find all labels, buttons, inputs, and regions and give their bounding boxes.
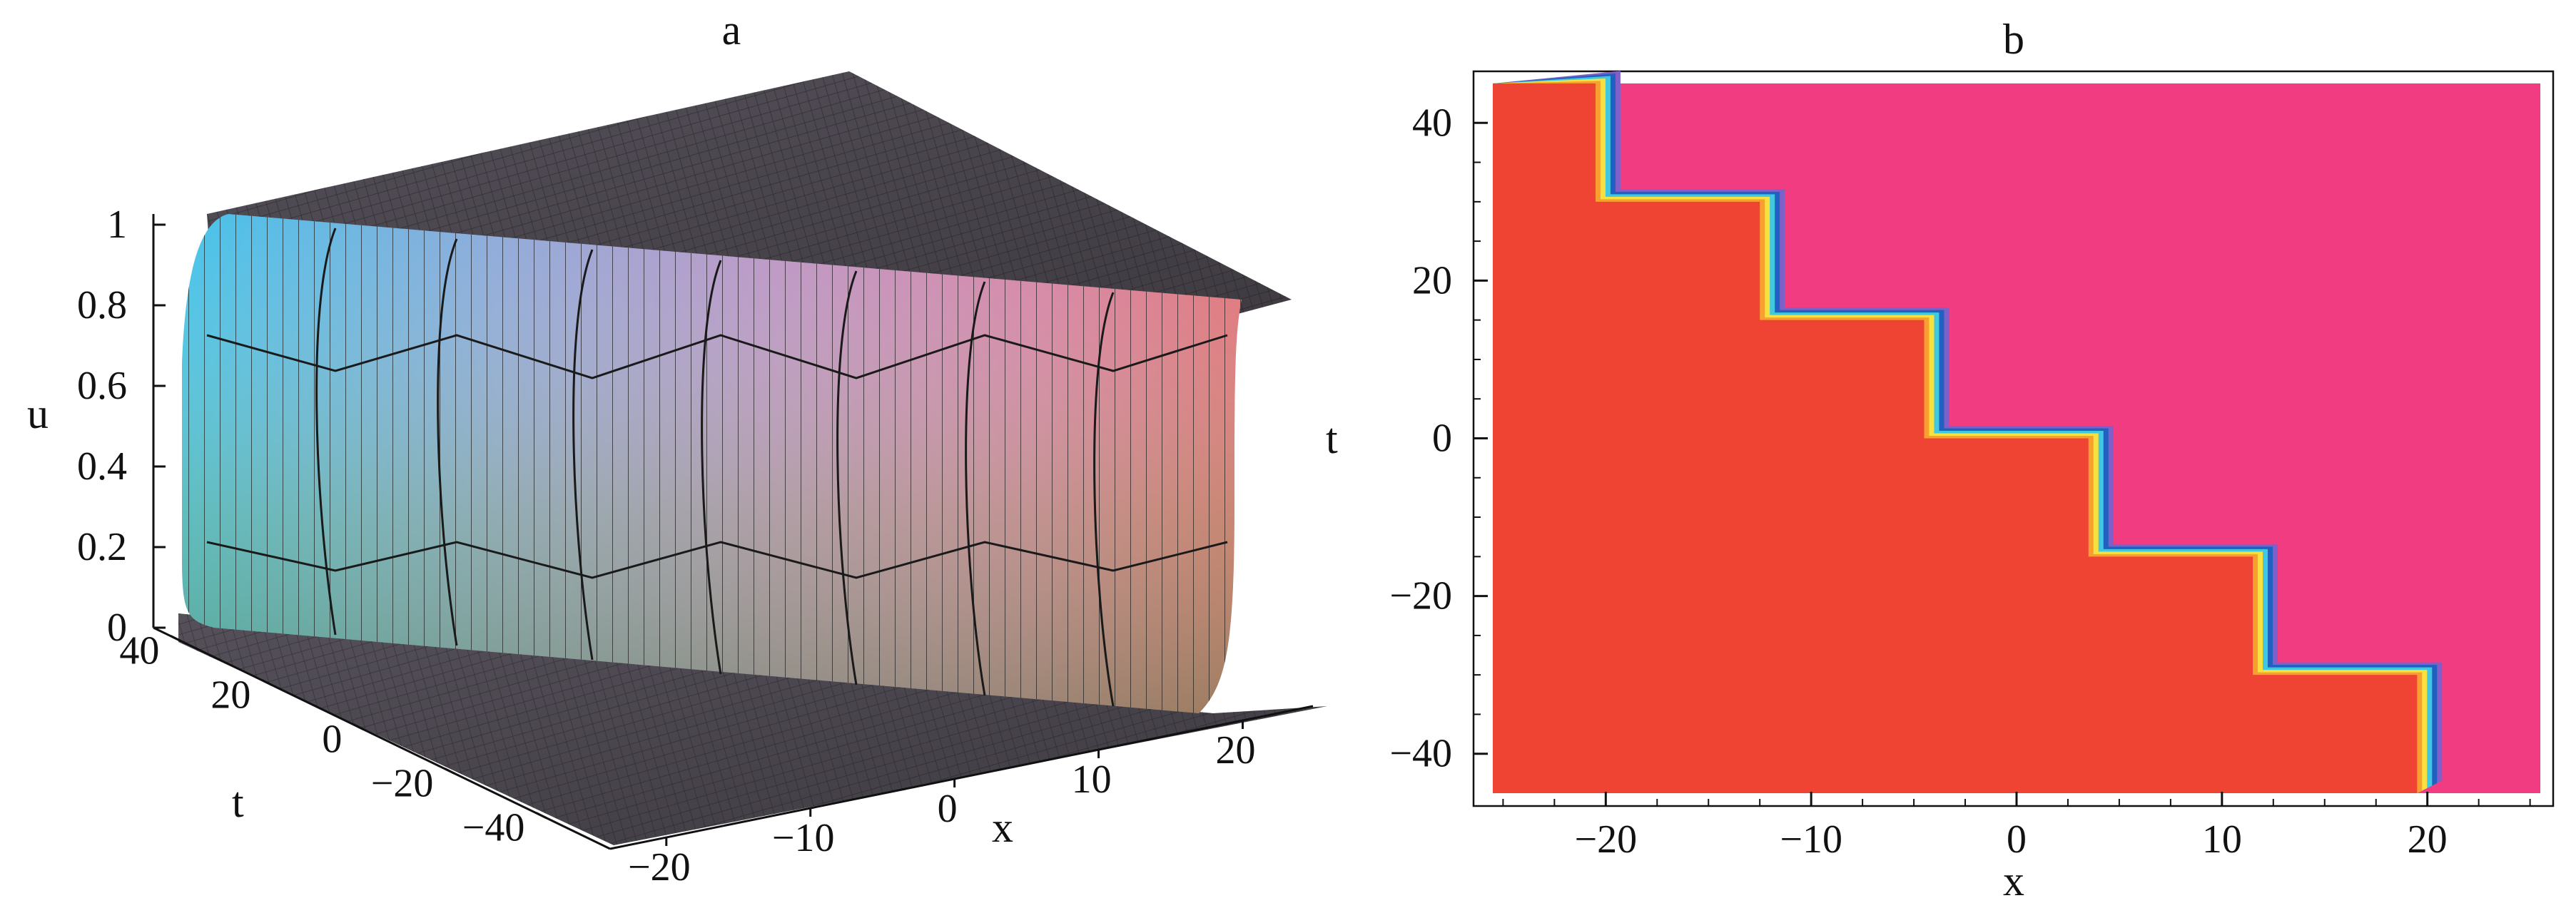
x-tick-label: −20 — [628, 845, 691, 889]
t-tick-label: 40 — [119, 629, 159, 673]
heatmap-plot-b: b 40 20 0 −20 −40 −20 −10 0 10 20 t x — [1326, 16, 2555, 904]
y-tick-label: −40 — [1389, 732, 1452, 776]
t-axis: 40 20 0 −20 −40 — [119, 629, 547, 850]
x-axis-label-b: x — [2003, 857, 2024, 904]
t-tick-label: −20 — [371, 762, 434, 806]
y-tick-label: −20 — [1389, 574, 1452, 618]
t-tick-label: 0 — [322, 718, 342, 762]
x-axis-line — [609, 705, 1314, 850]
x-axis-label-a: x — [992, 804, 1013, 851]
t-tick-mark — [353, 723, 365, 730]
region-low — [1493, 83, 2418, 793]
t-tick-mark — [170, 635, 182, 642]
u-tick-label: 0.2 — [77, 525, 127, 569]
t-tick-label: −40 — [462, 806, 525, 850]
y-tick-label: 0 — [1432, 417, 1452, 461]
x-tick-label-b: 10 — [2202, 817, 2242, 862]
y-axis-label-b: t — [1326, 415, 1338, 462]
u-tick-label: 0.4 — [77, 444, 127, 489]
x-tick-label-b: 20 — [2408, 817, 2448, 862]
heatmap-regions — [1493, 71, 2540, 793]
chart-title-b: b — [2003, 16, 2024, 63]
x-tick-label: 10 — [1072, 758, 1112, 802]
x-tick-label: −10 — [772, 816, 835, 860]
y-axis-b: 40 20 0 −20 −40 — [1389, 101, 1488, 776]
t-tick-mark — [444, 767, 456, 775]
x-tick-label: 0 — [938, 787, 958, 831]
u-tick-label: 1 — [107, 203, 127, 247]
u-tick-label: 0.6 — [77, 364, 127, 408]
x-tick-label-b: −10 — [1780, 817, 1842, 862]
y-tick-label: 40 — [1412, 101, 1452, 145]
u-tick-label: 0.8 — [77, 283, 127, 327]
x-tick-label-b: −20 — [1575, 817, 1638, 862]
y-tick-label: 20 — [1412, 258, 1452, 302]
u-tick-label: 0 — [107, 606, 127, 650]
t-tick-label: 20 — [211, 673, 250, 718]
surface-floor-grid — [178, 613, 1327, 845]
x-tick-label-b: 0 — [2007, 817, 2027, 862]
t-tick-mark — [535, 812, 547, 819]
t-axis-label: t — [232, 779, 244, 826]
x-axis-a: −20 −10 0 10 20 — [628, 720, 1256, 889]
surface-step-creases — [206, 228, 1228, 707]
u-axis-label: u — [27, 390, 49, 437]
x-tick-label: 20 — [1216, 728, 1256, 772]
t-tick-mark — [261, 679, 273, 686]
chart-title-a: a — [722, 6, 741, 53]
t-axis-line — [153, 626, 611, 850]
x-axis-b: −20 −10 0 10 20 — [1502, 792, 2531, 862]
u-axis: 1 0.8 0.6 0.4 0.2 0 — [77, 203, 166, 650]
